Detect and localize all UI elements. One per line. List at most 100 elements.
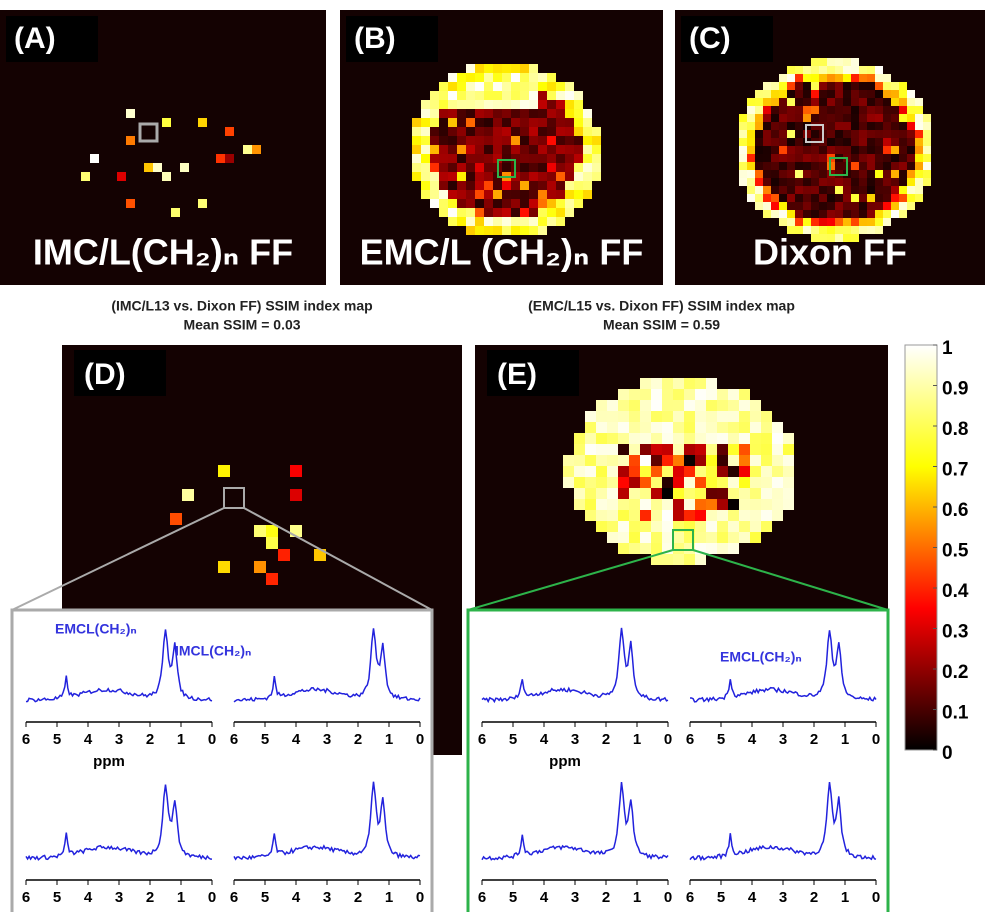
pixel [739,400,750,411]
colorbar-label: 0.4 [942,581,969,602]
pixel [739,411,750,422]
pixel [529,127,538,136]
pixel [466,64,475,73]
pixel [585,488,596,499]
pixel [915,186,923,194]
pixel [502,109,511,118]
pixel [421,118,430,127]
pixel [899,202,907,210]
pixel [883,122,891,130]
pixel [706,488,717,499]
spectrum [233,628,421,703]
pixel [266,525,278,537]
pixel [717,532,728,543]
pixel [585,499,596,510]
pixel [596,499,607,510]
pixel [717,389,728,400]
pixel [651,466,662,477]
tick-label: 1 [177,889,185,906]
pixel [851,90,859,98]
pixel [795,162,803,170]
pixel [795,138,803,146]
pixel [583,172,592,181]
pixel [493,181,502,190]
panel-label: (D) [84,358,126,391]
pixel [835,130,843,138]
pixel [439,91,448,100]
pixel [618,422,629,433]
pixel [923,138,931,146]
pixel [827,226,835,234]
pixel [583,136,592,145]
pixel [585,510,596,521]
pixel [843,66,851,74]
pixel [695,378,706,389]
pixel [867,146,875,154]
pixel [883,154,891,162]
pixel [662,455,673,466]
pixel [706,444,717,455]
pixel [819,226,827,234]
pixel [695,532,706,543]
pixel [728,543,739,554]
tick-label: 0 [664,889,672,906]
pixel [629,499,640,510]
pixel [755,154,763,162]
pixel [607,499,618,510]
pixel [827,66,835,74]
pixel [457,199,466,208]
pixel [547,190,556,199]
roi [497,159,516,178]
tick-label: 3 [571,889,579,906]
pixel [596,444,607,455]
pixel [673,378,684,389]
pixel [923,146,931,154]
pixel [574,127,583,136]
pixel [851,138,859,146]
pixel [596,466,607,477]
pixel [851,234,859,242]
pixel [502,208,511,217]
pixel [835,122,843,130]
pixel [412,136,421,145]
pixel [412,154,421,163]
pixel [629,488,640,499]
pixel [529,145,538,154]
pixel [493,73,502,82]
pixel [835,194,843,202]
pixel [484,64,493,73]
pixel [520,226,529,235]
pixel [811,178,819,186]
pixel [529,73,538,82]
pixel [747,138,755,146]
pixel [547,82,556,91]
pixel [915,106,923,114]
pixel [607,455,618,466]
pixel [803,194,811,202]
pixel [556,118,565,127]
pixel [618,389,629,400]
pixel [574,488,585,499]
pixel [763,170,771,178]
pixel [761,422,772,433]
pixel [556,109,565,118]
pixel [556,154,565,163]
pixel [412,172,421,181]
pixel [538,190,547,199]
pixel [448,109,457,118]
pixel [739,510,750,521]
pixel [448,91,457,100]
pixel [843,178,851,186]
pixel [915,162,923,170]
pixel [819,218,827,226]
pixel [728,444,739,455]
pixel [803,98,811,106]
zoom-line [467,549,674,611]
pixel [827,106,835,114]
pixel [583,190,592,199]
pixel [466,82,475,91]
pixel [618,444,629,455]
pixel [883,194,891,202]
pixel [684,422,695,433]
pixel [607,422,618,433]
